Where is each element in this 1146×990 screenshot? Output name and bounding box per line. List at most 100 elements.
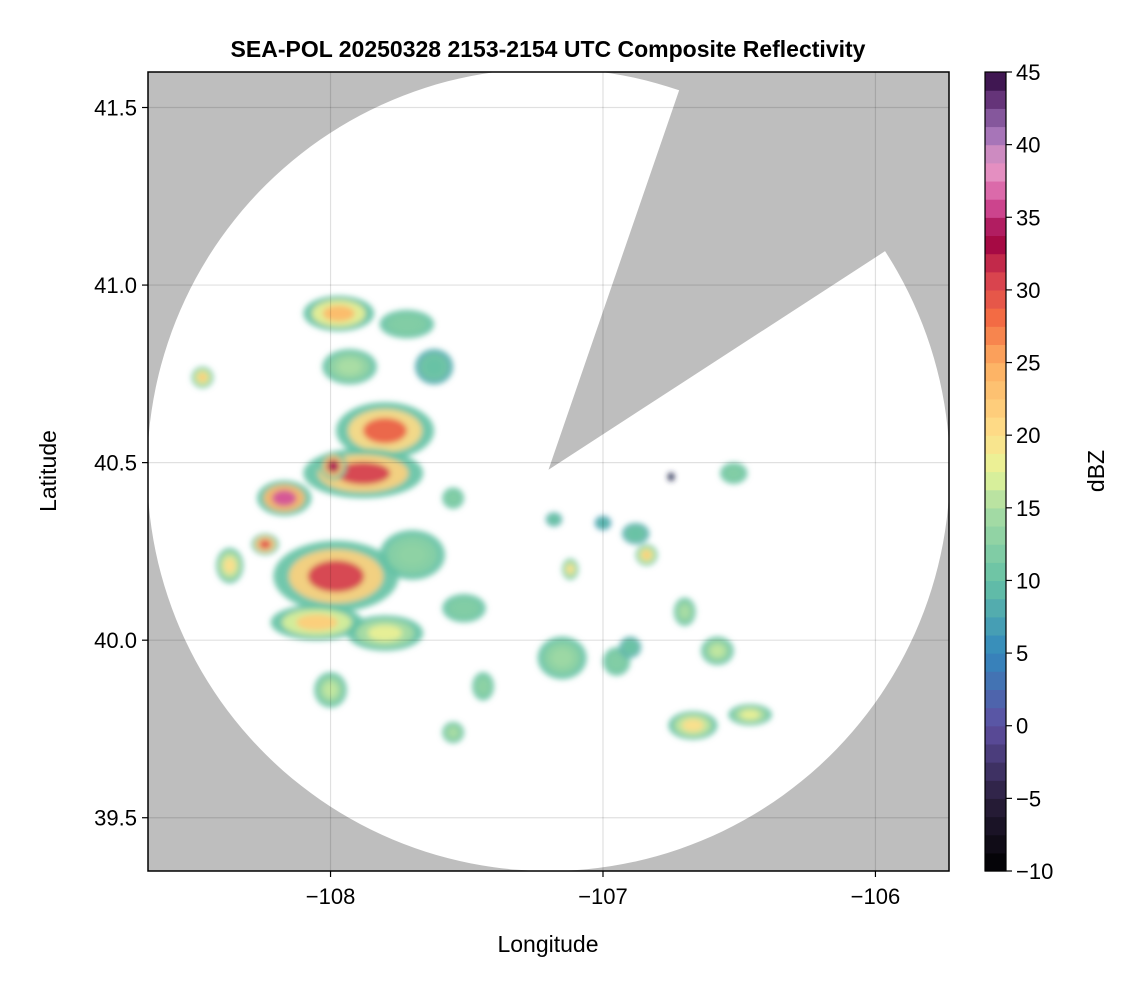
colorbar-segment [985,562,1006,581]
echo-cell [668,473,675,482]
y-tick-label: 39.5 [94,806,137,831]
colorbar-segment [985,308,1006,327]
chart-title: SEA-POL 20250328 2153-2154 UTC Composite… [231,36,866,62]
colorbar-segment [985,72,1006,91]
colorbar-segment [985,126,1006,145]
colorbar-segment [985,617,1006,636]
colorbar-segment [985,544,1006,563]
echo-cell-layer [642,550,652,560]
colorbar-segment [985,363,1006,382]
colorbar-segment [985,381,1006,400]
echo-cell-layer [323,305,355,321]
echo-cell [562,559,578,580]
echo-cell [303,296,374,332]
colorbar-segment [985,344,1006,363]
echo-cell [701,637,734,665]
echo-cell-layer [198,373,208,383]
x-tick-label: −107 [578,884,628,909]
echo-cell-layer [669,475,673,479]
x-tick-label: −106 [851,884,901,909]
colorbar-segment [985,453,1006,472]
echo-cell-layer [448,728,458,738]
echo-cell [622,523,649,544]
echo-cell [720,463,747,484]
colorbar-segment [985,235,1006,254]
colorbar-segment [985,780,1006,799]
y-tick-label: 40.0 [94,628,137,653]
colorbar-segment [985,435,1006,454]
colorbar-segment [985,817,1006,836]
colorbar-tick-label: 45 [1016,60,1040,85]
colorbar-segment [985,399,1006,418]
colorbar-tick-label: 35 [1016,205,1040,230]
echo-cell [636,544,658,565]
y-tick-label: 41.5 [94,96,137,121]
echo-cell-layer [682,719,704,732]
echo-cell-layer [363,418,407,444]
colorbar-tick-label: −5 [1016,786,1041,811]
colorbar-tick-label: 25 [1016,351,1040,376]
echo-cell-layer [551,648,573,667]
colorbar-segment [985,199,1006,218]
echo-cell [674,598,696,626]
colorbar-segment [985,653,1006,672]
echo-cell-layer [478,680,488,693]
colorbar-tick-label: 20 [1016,423,1040,448]
echo-cell [442,487,464,508]
echo-cell-layer [398,544,427,566]
y-tick-label: 40.5 [94,451,137,476]
colorbar-segment [985,635,1006,654]
echo-cell [192,367,214,388]
colorbar-segment [985,853,1006,872]
echo-cell [415,349,453,385]
echo-cell [257,480,311,516]
echo-cell-layer [368,625,402,641]
colorbar-segment [985,472,1006,491]
colorbar-segment [985,417,1006,436]
echo-cell-layer [710,644,725,657]
echo-cell-layer [296,614,338,630]
colorbar-segment [985,290,1006,309]
colorbar [985,72,1006,872]
echo-cell-layer [337,359,362,375]
echo-cell-layer [395,318,420,331]
colorbar-label: dBZ [1083,450,1109,492]
echo-cell-layer [327,460,339,473]
colorbar-segment [985,798,1006,817]
echo-cell [347,615,423,651]
colorbar-segment [985,580,1006,599]
colorbar-segment [985,90,1006,109]
x-axis-label: Longitude [497,931,598,957]
colorbar-segment [985,163,1006,182]
echo-cell [380,310,434,338]
echo-cell [538,637,587,680]
colorbar-segment [985,762,1006,781]
echo-cell [380,530,445,580]
y-axis-label: Latitude [35,430,61,512]
echo-cell-layer [567,564,574,574]
echo-cell [303,448,423,498]
x-axis-ticks: −108 −107 −106 [306,871,900,909]
echo-cell-layer [550,516,557,522]
echo-cell [442,594,486,622]
colorbar-segment [985,526,1006,545]
colorbar-segment [985,726,1006,745]
echo-cell-layer [680,605,690,618]
echo-cell [273,541,398,612]
x-tick-label: −108 [306,884,356,909]
echo-cell-layer [259,540,271,550]
colorbar-tick-label: 0 [1016,714,1028,739]
echo-cell-layer [425,359,442,375]
echo-cell [668,711,717,739]
echo-cell-layer [630,529,642,539]
colorbar-segment [985,508,1006,527]
colorbar-tick-label: −10 [1016,859,1053,884]
echo-cell-layer [625,642,635,652]
colorbar-segment [985,145,1006,164]
echo-cell [546,512,562,526]
y-axis-ticks: 39.5 40.0 40.5 41.0 41.5 [94,96,148,831]
colorbar-segment [985,272,1006,291]
colorbar-tick-label: 10 [1016,568,1040,593]
echo-cell-layer [224,558,236,574]
